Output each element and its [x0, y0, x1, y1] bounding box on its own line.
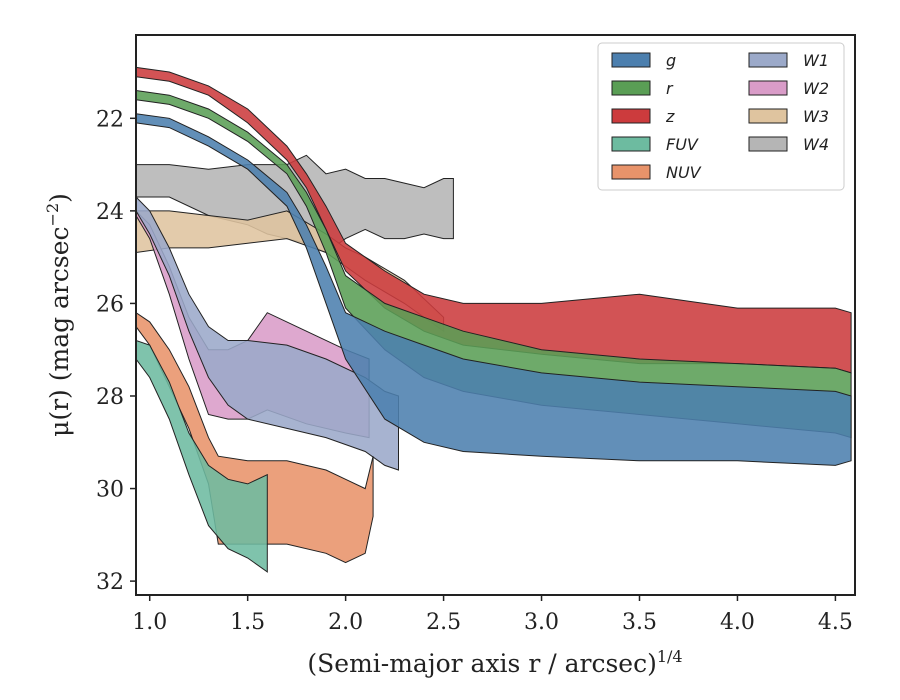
- x-axis-title: (Semi-major axis r / arcsec)1/4: [307, 647, 682, 678]
- series-band-w1: [136, 196, 399, 471]
- legend-swatch: [611, 108, 651, 124]
- legend: grz FUV NUV W1 W2 W3 W4: [597, 42, 845, 191]
- legend-box: [597, 42, 845, 191]
- x-axis-title-text: (Semi-major axis r / arcsec): [307, 649, 656, 678]
- legend-swatch: [748, 108, 788, 124]
- y-axis-title: μ(r) (mag arcsec−2): [43, 193, 74, 437]
- x-tick-label: 2.5: [426, 610, 461, 635]
- y-tick-label: 22: [96, 107, 124, 132]
- x-tick-label: 3.5: [622, 610, 657, 635]
- legend-label: W2: [803, 79, 829, 98]
- y-tick-label: 24: [96, 200, 124, 225]
- series-band-fuv: [136, 339, 268, 573]
- legend-label: g: [666, 51, 676, 70]
- y-tick-label: 28: [96, 385, 124, 410]
- legend-label: FUV: [666, 135, 699, 154]
- legend-swatch: [611, 52, 651, 68]
- legend-label: W3: [803, 107, 829, 126]
- plot-frame: [135, 34, 856, 596]
- legend-swatch: [611, 80, 651, 96]
- legend-label: r: [666, 79, 674, 98]
- y-tick-label: 26: [96, 292, 124, 317]
- series-band-g: [136, 113, 852, 466]
- legend-entry-w4: W4: [748, 135, 829, 154]
- x-tick-label: 1.0: [132, 610, 167, 635]
- legend-swatch: [748, 52, 788, 68]
- x-tick-label: 1.5: [230, 610, 265, 635]
- legend-label: NUV: [666, 163, 702, 182]
- x-tick-label: 3.0: [524, 610, 559, 635]
- legend-entry-nuv: NUV: [611, 163, 702, 182]
- x-axis-title-superscript: 1/4: [657, 647, 683, 666]
- legend-entry-z: z: [611, 107, 675, 126]
- legend-swatch: [748, 136, 788, 152]
- legend-entry-r: r: [611, 79, 674, 98]
- legend-swatch: [611, 136, 651, 152]
- legend-label: z: [665, 107, 675, 126]
- legend-swatch: [748, 80, 788, 96]
- series-layer: [136, 66, 852, 573]
- legend-label: W1: [803, 51, 829, 70]
- y-axis-title-end: ): [45, 193, 74, 203]
- y-axis-title-text: μ(r) (mag arcsec: [45, 226, 74, 436]
- legend-entry-g: g: [611, 51, 676, 70]
- y-tick-label: 32: [96, 570, 124, 595]
- legend-swatch: [611, 164, 651, 180]
- y-tick-label: 30: [96, 478, 124, 503]
- x-tick-label: 4.5: [818, 610, 853, 635]
- legend-entry-w2: W2: [748, 79, 829, 98]
- legend-label: W4: [803, 135, 829, 154]
- x-tick-label: 4.0: [720, 610, 755, 635]
- legend-entry-w1: W1: [748, 51, 829, 70]
- y-axis-title-superscript: −2: [43, 203, 62, 227]
- axis-ticks: 1.0 1.5 2.0 2.5 3.0 3.5 4.0 4.5 22 24 26 28 30 32: [96, 107, 853, 635]
- legend-entry-fuv: FUV: [611, 135, 699, 154]
- x-tick-label: 2.0: [328, 610, 363, 635]
- legend-entry-w3: W3: [748, 107, 829, 126]
- series-band-nuv: [136, 312, 374, 564]
